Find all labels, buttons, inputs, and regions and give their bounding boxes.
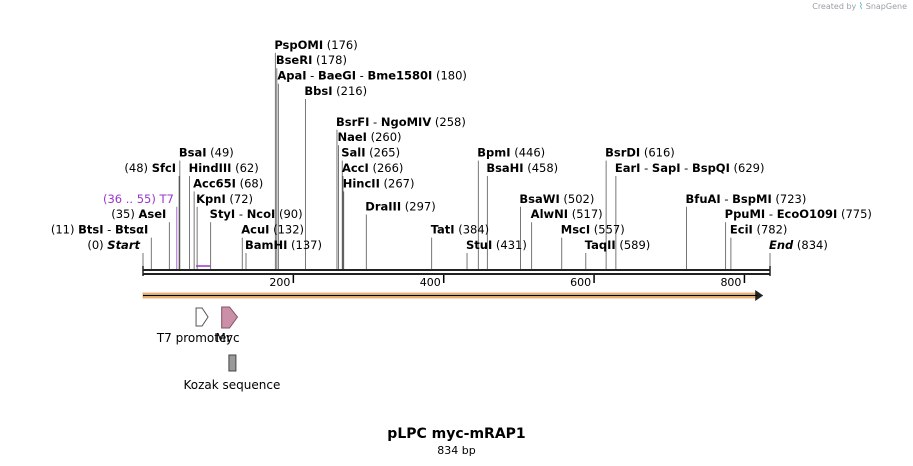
backbone: [142, 266, 771, 276]
credit-brand: SnapGene: [865, 2, 907, 11]
feature-kozak-sequence-box: [228, 354, 237, 372]
plasmid-length: 834 bp: [437, 444, 476, 457]
feature-t7-promoter-label: T7 promoter: [156, 331, 232, 345]
site-tati-label: TatI (384): [431, 223, 490, 237]
site-hindiii-label: HindIII (62): [189, 161, 259, 175]
site-start-label: (0) Start: [87, 238, 140, 252]
site-naei-label: NaeI (260): [337, 130, 401, 144]
site-bamhi-label: BamHI (137): [245, 238, 322, 252]
site-acui-label: AcuI (132): [241, 223, 304, 237]
site-apai-baegi-bme1580i-label: ApaI - BaeGI - Bme1580I (180): [277, 69, 467, 83]
site-bbsi-label: BbsI (216): [304, 84, 367, 98]
site-acci-label: AccI (266): [342, 161, 403, 175]
site-msci-label: MscI (557): [561, 223, 625, 237]
plasmid-name: pLPC myc-mRAP1: [387, 426, 526, 442]
site-bsrfi-ngomiv-label: BsrFI - NgoMIV (258): [336, 115, 466, 129]
site-sfci-label: (48) SfcI: [124, 161, 176, 175]
orf-arrowhead: [755, 290, 764, 301]
site-ppumi-ecoo109i-label: PpuMI - EcoO109I (775): [725, 207, 872, 221]
site-lines: [142, 52, 771, 270]
axis-tick-label-400: 400: [420, 276, 441, 289]
site-kpni-label: KpnI (72): [196, 192, 253, 206]
site-stui-label: StuI (431): [466, 238, 527, 252]
site-alwni-label: AlwNI (517): [531, 207, 603, 221]
feature-myc-arrow: [221, 306, 239, 329]
site-t7-label: (36 .. 55) T7: [103, 192, 174, 206]
site-taqii-label: TaqII (589): [585, 238, 651, 252]
site-btsi-bts-i-label: (11) BtsI - BtsαI: [51, 223, 148, 237]
bp-axis: 200 400 600 800: [269, 275, 746, 289]
site-acc65i-label: Acc65I (68): [193, 176, 263, 190]
credit-prefix: Created by: [812, 2, 857, 11]
site-draiii-label: DraIII (297): [365, 200, 435, 214]
site-bpmi-label: BpmI (446): [477, 146, 545, 160]
site-eari-sapi-bspqi-label: EarI - SapI - BspQI (629): [615, 161, 765, 175]
orf-arrow: [142, 290, 764, 301]
axis-tick-label-600: 600: [570, 276, 591, 289]
site-pspomi-label: PspOMI (176): [274, 38, 357, 52]
snapgene-credit: Created by ⌇ SnapGene: [812, 2, 907, 12]
site-sali-label: SalI (265): [341, 146, 400, 160]
site-bseri-label: BseRI (178): [276, 53, 347, 67]
snapgene-logo-icon: ⌇: [858, 2, 864, 12]
feature-myc-label: Myc: [216, 331, 240, 345]
site-bsai-label: BsaI (49): [179, 146, 234, 160]
site-labels: (11) BtsI - BtsαI(0) Start (35) AseI(36 .…: [51, 38, 872, 252]
feature-t7-promoter-arrow: [195, 307, 209, 327]
site-end-label: End (834): [769, 238, 828, 252]
site-hincii-label: HincII (267): [343, 176, 415, 190]
feature-kozak-sequence-label: Kozak sequence: [183, 378, 280, 392]
axis-tick-label-800: 800: [720, 276, 741, 289]
site-styi-ncoi-label: StyI - NcoI (90): [210, 207, 303, 221]
site-asei-label: (35) AseI: [111, 207, 166, 221]
site-bsawi-label: BsaWI (502): [519, 192, 594, 206]
site-bfuai-bspmi-label: BfuAI - BspMI (723): [686, 192, 807, 206]
site-bsrdi-label: BsrDI (616): [605, 146, 675, 160]
axis-tick-label-200: 200: [269, 276, 290, 289]
site-bsahi-label: BsaHI (458): [486, 161, 558, 175]
site-ecii-label: EciI (782): [730, 223, 788, 237]
